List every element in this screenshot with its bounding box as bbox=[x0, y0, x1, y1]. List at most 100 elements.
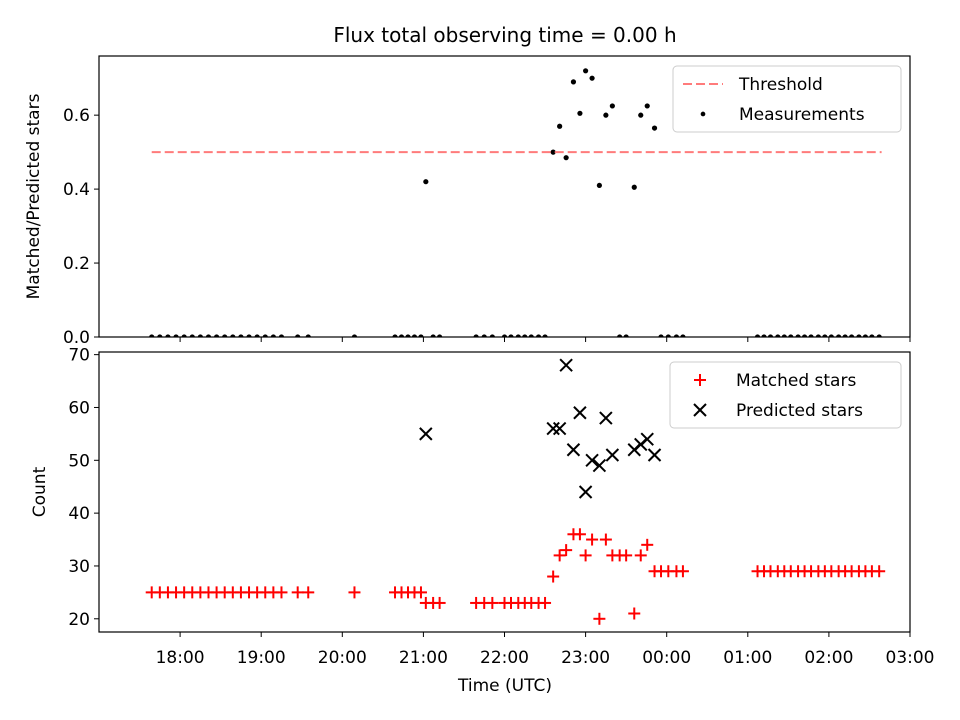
data-point-1-1-6 bbox=[578, 485, 593, 499]
data-point-0-1-19 bbox=[351, 334, 358, 337]
data-point-0-1-22 bbox=[405, 334, 411, 337]
legend-swatch-1-1 bbox=[693, 403, 707, 417]
data-point-0-1-10 bbox=[230, 334, 236, 337]
data-point-0-1-46 bbox=[603, 112, 609, 118]
y-axis-label-1: Count bbox=[30, 466, 50, 517]
data-point-1-1-4-b bbox=[566, 443, 581, 457]
data-point-0-1-43 bbox=[583, 68, 589, 74]
data-point-0-1-51 bbox=[638, 112, 644, 118]
data-point-1-0-51 bbox=[634, 549, 647, 562]
data-point-1-1-9 bbox=[599, 411, 613, 425]
data-point-0-1-20 bbox=[392, 334, 398, 337]
data-point-1-0-18 bbox=[302, 586, 315, 599]
data-point-0-1-13 bbox=[254, 334, 260, 337]
data-point-0-1-35 bbox=[528, 334, 534, 337]
data-point-1-0-39 bbox=[553, 549, 566, 562]
y-tick-label-0-0: 0.0 bbox=[63, 328, 90, 348]
data-point-1-0-50 bbox=[628, 607, 641, 620]
y-tick-label-0-1: 0.2 bbox=[63, 254, 90, 274]
data-point-0-1-50 bbox=[631, 184, 637, 190]
legend-swatch-0-1 bbox=[700, 111, 706, 117]
data-point-0-1-54 bbox=[658, 334, 664, 337]
data-point-0-1-55 bbox=[665, 334, 671, 337]
data-point-0-1-74 bbox=[862, 334, 868, 337]
data-point-1-1-1 bbox=[546, 421, 560, 436]
x-tick-label-4: 22:00 bbox=[480, 648, 529, 668]
data-point-0-1-65 bbox=[801, 334, 808, 337]
data-point-1-0-38 bbox=[547, 570, 560, 583]
chart-title: Flux total observing time = 0.00 h bbox=[333, 23, 676, 47]
data-point-1-1-5 bbox=[573, 406, 587, 420]
legend-label-0-0: Threshold bbox=[738, 75, 823, 95]
data-point-0-1-36 bbox=[535, 334, 542, 337]
data-point-1-1-3 bbox=[559, 358, 573, 372]
data-point-0-1-64 bbox=[795, 334, 801, 337]
legend-label-0-1: Measurements bbox=[739, 105, 865, 125]
data-point-0-1-70 bbox=[836, 334, 842, 337]
data-point-0-1-33 bbox=[515, 334, 521, 337]
x-tick-label-6: 00:00 bbox=[642, 648, 691, 668]
data-point-0-1-48 bbox=[617, 334, 623, 337]
data-point-1-1-13-b bbox=[640, 432, 654, 446]
data-point-0-1-26 bbox=[430, 334, 436, 337]
data-point-0-1-29 bbox=[481, 334, 487, 337]
data-point-1-1-0 bbox=[419, 427, 433, 441]
data-point-0-1-40 bbox=[563, 155, 569, 161]
legend-label-1-1: Predicted stars bbox=[736, 401, 863, 421]
data-point-1-0-45 bbox=[593, 612, 606, 625]
data-point-0-1-62 bbox=[781, 334, 787, 337]
data-point-0-1-30 bbox=[489, 334, 495, 337]
data-point-1-0-30 bbox=[486, 596, 499, 609]
count-panel: 20 30 40 50 60 70 Count Matched stars Predicted … bbox=[30, 346, 911, 637]
legend-0: Threshold Measurements bbox=[672, 65, 902, 133]
data-point-0-1-5 bbox=[189, 334, 195, 337]
data-point-0-1-44 bbox=[589, 75, 595, 81]
data-point-0-1-3 bbox=[173, 334, 179, 337]
data-point-0-1-38 bbox=[550, 149, 556, 155]
axes-frame-1 bbox=[98, 351, 911, 633]
y-tick-label-1-3: 50 bbox=[68, 451, 90, 471]
legend-box-0 bbox=[672, 65, 902, 133]
data-point-1-1-4 bbox=[566, 443, 581, 457]
data-point-0-1-45 bbox=[596, 182, 602, 189]
data-point-0-1-53 bbox=[651, 125, 658, 131]
data-point-0-1-57 bbox=[680, 334, 686, 337]
data-point-0-1-27 bbox=[437, 334, 443, 337]
data-point-0-1-73 bbox=[856, 334, 862, 337]
data-point-0-1-34 bbox=[522, 334, 528, 337]
data-point-0-1-75 bbox=[869, 334, 875, 337]
x-tick-label-0: 18:00 bbox=[156, 648, 205, 668]
data-point-1-1-8 bbox=[592, 458, 607, 473]
data-point-1-1-1-b bbox=[546, 421, 560, 436]
data-point-1-1-7-b bbox=[585, 453, 599, 468]
data-point-1-0-19 bbox=[348, 586, 361, 599]
data-point-0-1-2 bbox=[165, 334, 171, 337]
data-point-1-1-0-b bbox=[419, 427, 433, 441]
data-point-1-0-16 bbox=[275, 586, 288, 599]
data-point-0-1-24 bbox=[418, 334, 424, 337]
data-point-0-1-0 bbox=[149, 334, 155, 337]
data-point-0-1-72 bbox=[849, 334, 855, 337]
data-point-1-1-8-b bbox=[592, 458, 607, 473]
data-point-0-1-60 bbox=[767, 334, 774, 337]
y-tick-label-1-4: 60 bbox=[68, 398, 90, 418]
data-point-0-1-6 bbox=[197, 334, 203, 337]
data-point-0-1-23 bbox=[411, 334, 418, 337]
data-point-1-0-49 bbox=[620, 549, 633, 562]
data-point-0-1-71 bbox=[842, 334, 848, 337]
data-point-0-1-59 bbox=[761, 334, 767, 337]
data-point-1-0-27 bbox=[433, 596, 446, 609]
data-point-0-1-67 bbox=[815, 334, 821, 337]
data-point-1-1-10 bbox=[605, 448, 620, 462]
data-point-0-1-28 bbox=[473, 334, 479, 337]
data-point-0-1-15 bbox=[270, 334, 276, 337]
data-point-0-1-1 bbox=[157, 334, 163, 337]
data-point-1-0-24 bbox=[414, 586, 427, 599]
data-point-1-1-10-b bbox=[605, 448, 620, 462]
data-point-0-1-42 bbox=[577, 110, 583, 116]
y-tick-label-1-1: 30 bbox=[68, 557, 90, 577]
data-point-0-1-37 bbox=[542, 334, 548, 337]
data-point-0-1-17 bbox=[295, 334, 301, 337]
x-tick-label-2: 20:00 bbox=[318, 648, 367, 668]
data-point-1-0-40 bbox=[560, 544, 573, 557]
